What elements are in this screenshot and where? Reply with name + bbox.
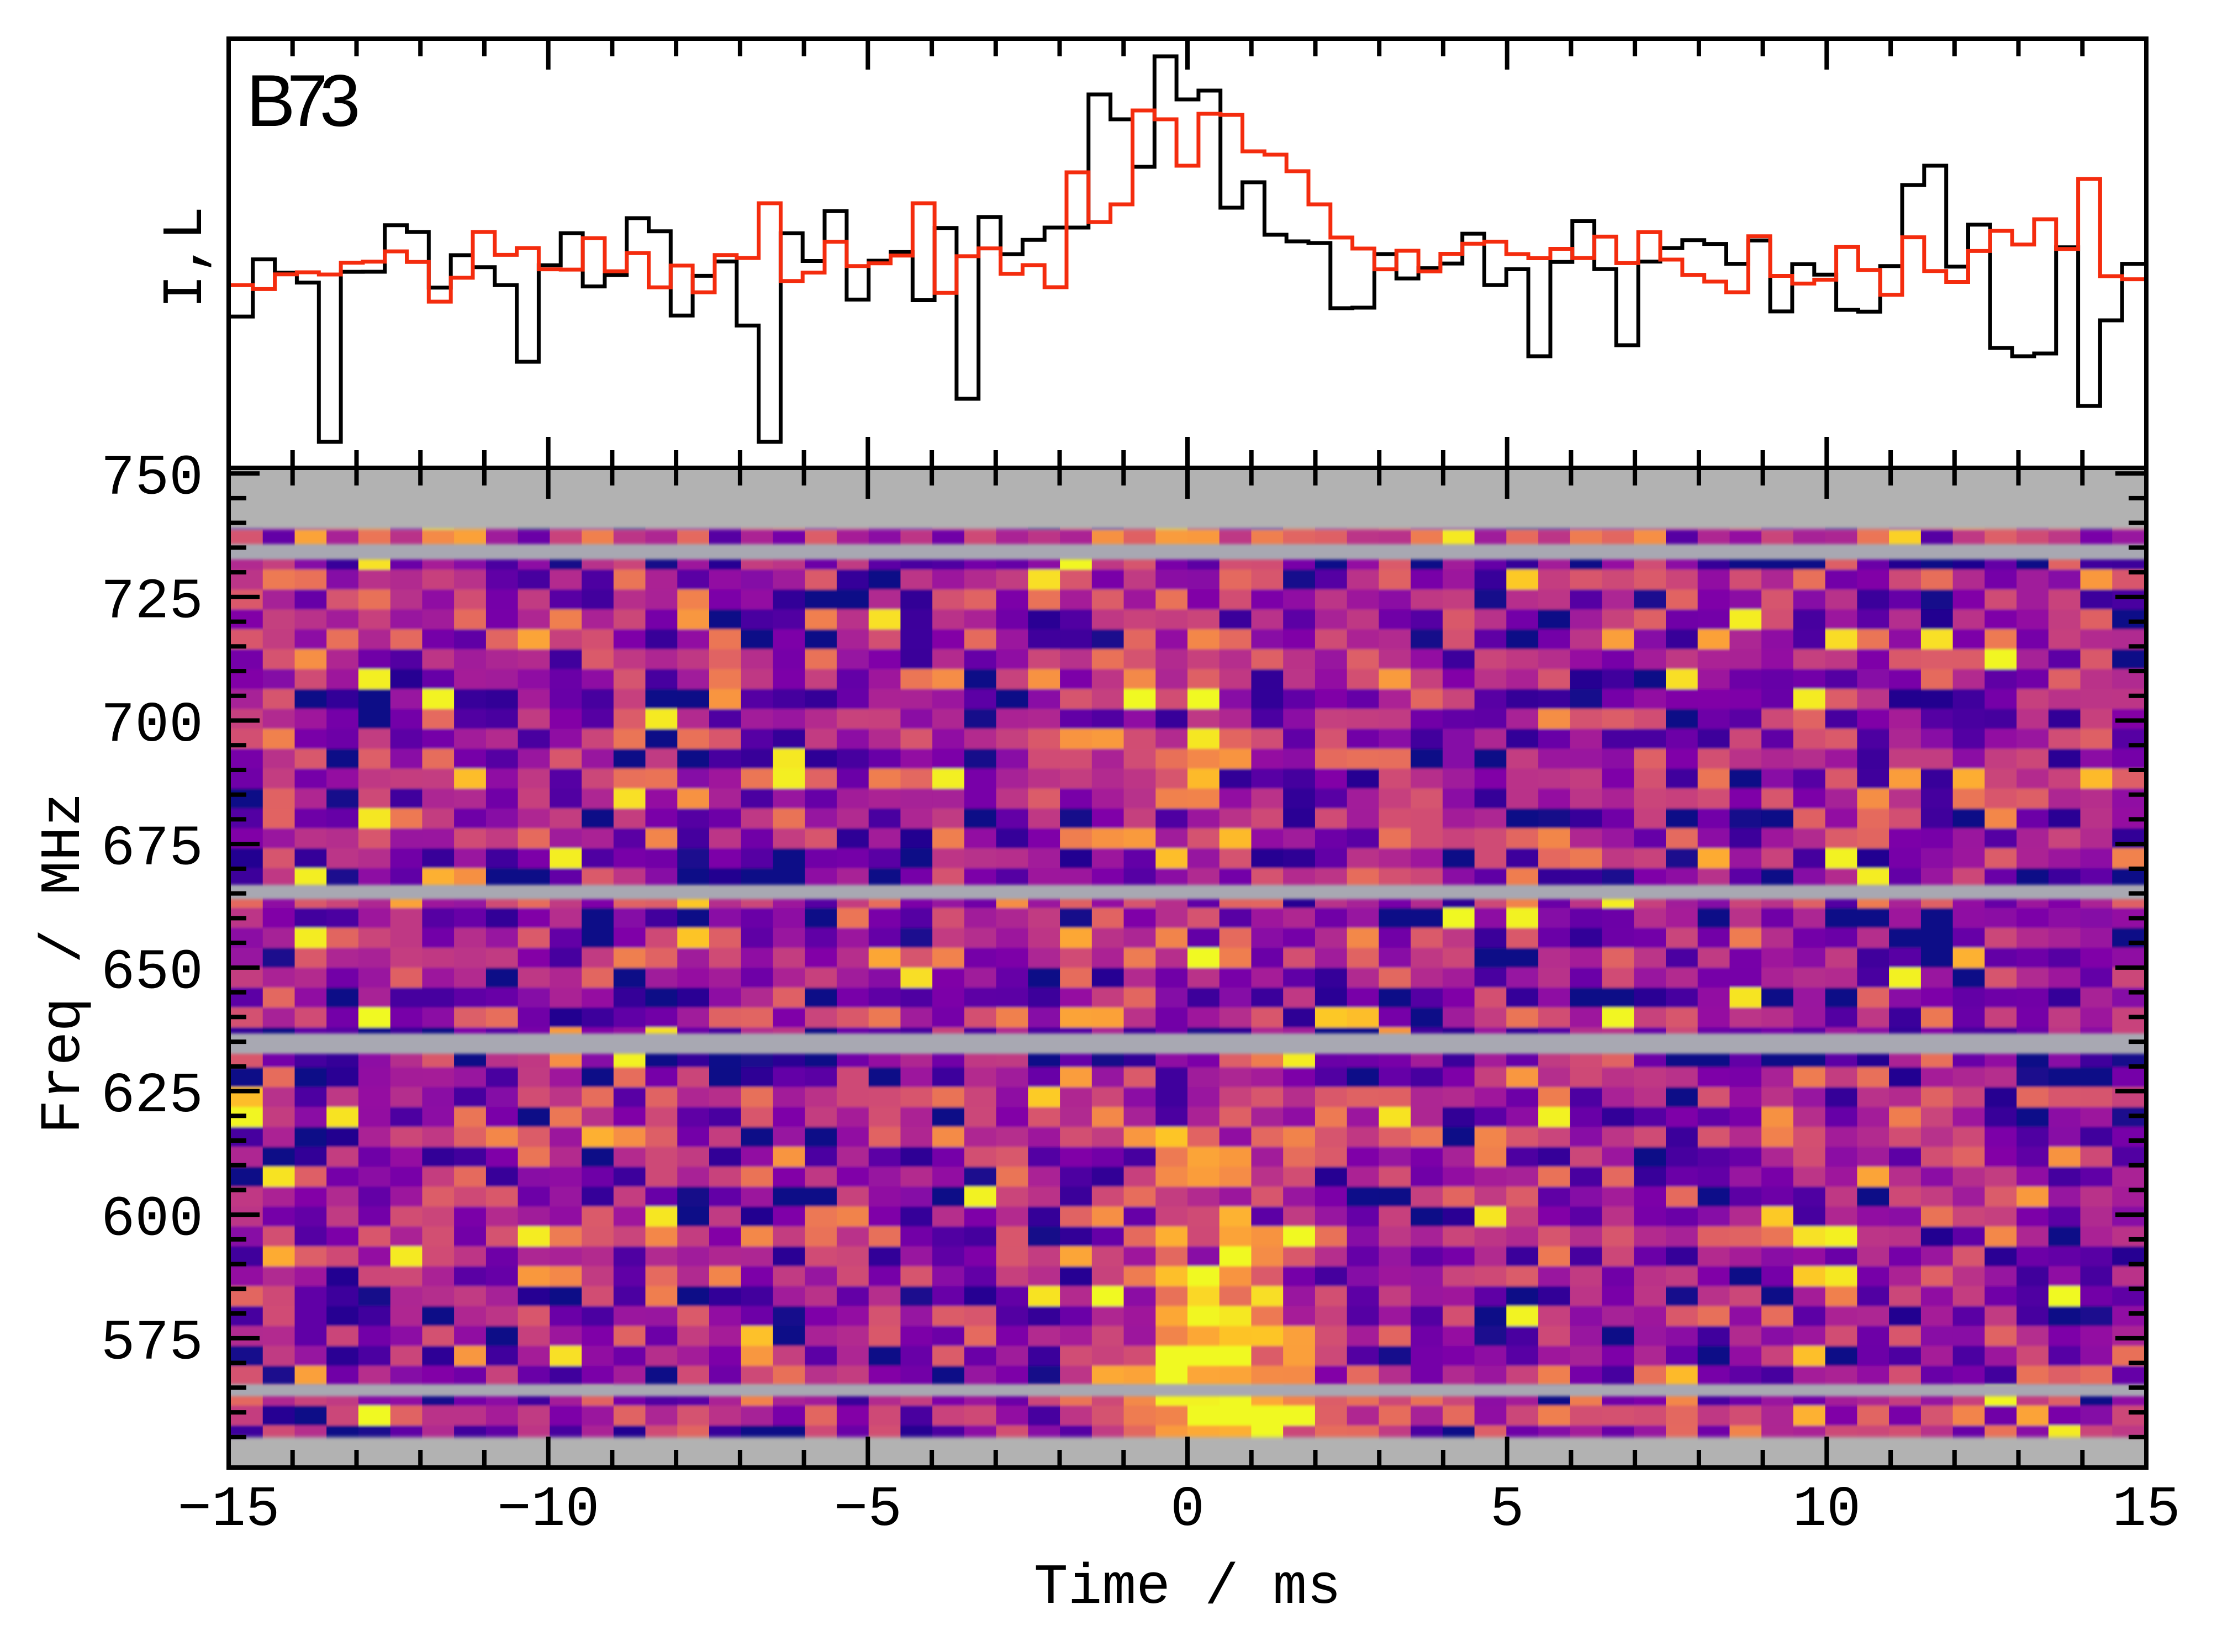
svg-text:−15: −15: [177, 1477, 279, 1542]
svg-text:B73: B73: [246, 60, 358, 142]
svg-text:5: 5: [1490, 1477, 1524, 1542]
svg-text:650: 650: [101, 940, 203, 1005]
svg-text:750: 750: [101, 446, 203, 511]
svg-text:10: 10: [1792, 1477, 1861, 1542]
svg-text:725: 725: [101, 569, 203, 634]
svg-text:700: 700: [101, 693, 203, 758]
svg-text:675: 675: [101, 817, 203, 882]
svg-text:−10: −10: [497, 1477, 599, 1542]
svg-text:600: 600: [101, 1187, 203, 1252]
svg-text:Time / ms: Time / ms: [1034, 1555, 1341, 1620]
svg-text:I,L: I,L: [154, 206, 218, 308]
svg-text:0: 0: [1170, 1477, 1205, 1542]
svg-text:−5: −5: [833, 1477, 902, 1542]
svg-text:15: 15: [2112, 1477, 2181, 1542]
svg-text:625: 625: [101, 1064, 203, 1128]
svg-text:575: 575: [101, 1311, 203, 1375]
svg-text:Freq / MHz: Freq / MHz: [31, 793, 96, 1134]
